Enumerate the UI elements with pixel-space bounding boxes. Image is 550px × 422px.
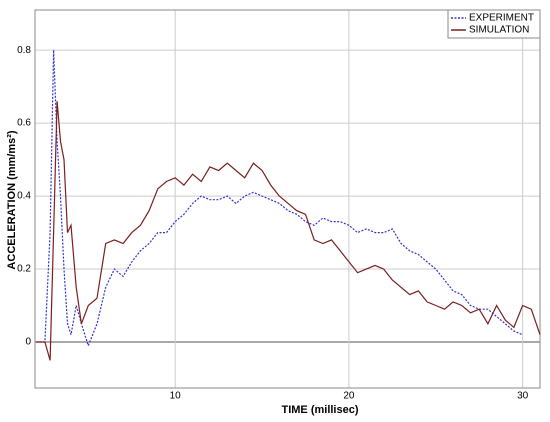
- data-line: [36, 50, 523, 348]
- legend-box: [447, 9, 541, 39]
- x-axis-label: TIME (millisec): [281, 404, 358, 416]
- x-tick-label: 30: [517, 391, 529, 402]
- x-tick-label: 10: [170, 391, 182, 402]
- plot-frame: [34, 9, 541, 389]
- legend-label: EXPERIMENT: [469, 13, 534, 24]
- y-tick-label: 0: [25, 337, 31, 348]
- y-tick-label: 0.2: [17, 264, 31, 275]
- legend-label: SIMULATION: [469, 25, 529, 36]
- y-tick-label: 0.8: [17, 45, 31, 56]
- data-line: [36, 101, 541, 361]
- x-tick-label: 20: [343, 391, 355, 402]
- y-tick-label: 0.6: [17, 118, 31, 129]
- y-axis-label: ACCELERATION (mm/ms²): [6, 130, 18, 269]
- y-tick-label: 0.4: [17, 191, 31, 202]
